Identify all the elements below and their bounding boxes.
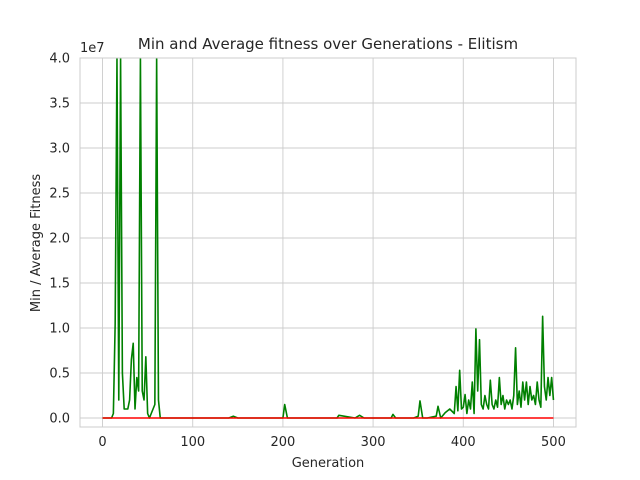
y-offset-label: 1e7 xyxy=(80,41,105,56)
y-tick-label: 4.0 xyxy=(49,52,70,67)
y-tick-label: 1.0 xyxy=(49,322,70,337)
axes-frame xyxy=(79,57,577,428)
x-tick-label: 400 xyxy=(451,435,476,450)
x-tick-label: 500 xyxy=(541,435,566,450)
x-tick-label: 100 xyxy=(180,435,205,450)
grid xyxy=(80,57,576,427)
y-tick-label: 3.5 xyxy=(49,97,70,112)
x-axis-label: Generation xyxy=(292,456,365,471)
y-tick-label: 0.0 xyxy=(49,412,70,427)
y-tick-label: 0.5 xyxy=(49,367,70,382)
x-tick-label: 0 xyxy=(98,435,106,450)
chart-title: Min and Average fitness over Generations… xyxy=(138,35,518,53)
average-fitness-line xyxy=(102,58,555,419)
y-tick-label: 3.0 xyxy=(49,142,70,157)
y-tick-labels: 0.0 0.5 1.0 1.5 2.0 2.5 3.0 3.5 4.0 xyxy=(49,52,70,427)
axes-border xyxy=(79,57,577,428)
y-tick-label: 2.0 xyxy=(49,232,70,247)
y-axis-label: Min / Average Fitness xyxy=(29,174,44,312)
series-layer xyxy=(102,58,555,419)
x-tick-label: 300 xyxy=(361,435,386,450)
y-tick-label: 1.5 xyxy=(49,277,70,292)
x-tick-labels: 0 100 200 300 400 500 xyxy=(98,435,565,450)
x-tick-label: 200 xyxy=(270,435,295,450)
y-tick-label: 2.5 xyxy=(49,187,70,202)
